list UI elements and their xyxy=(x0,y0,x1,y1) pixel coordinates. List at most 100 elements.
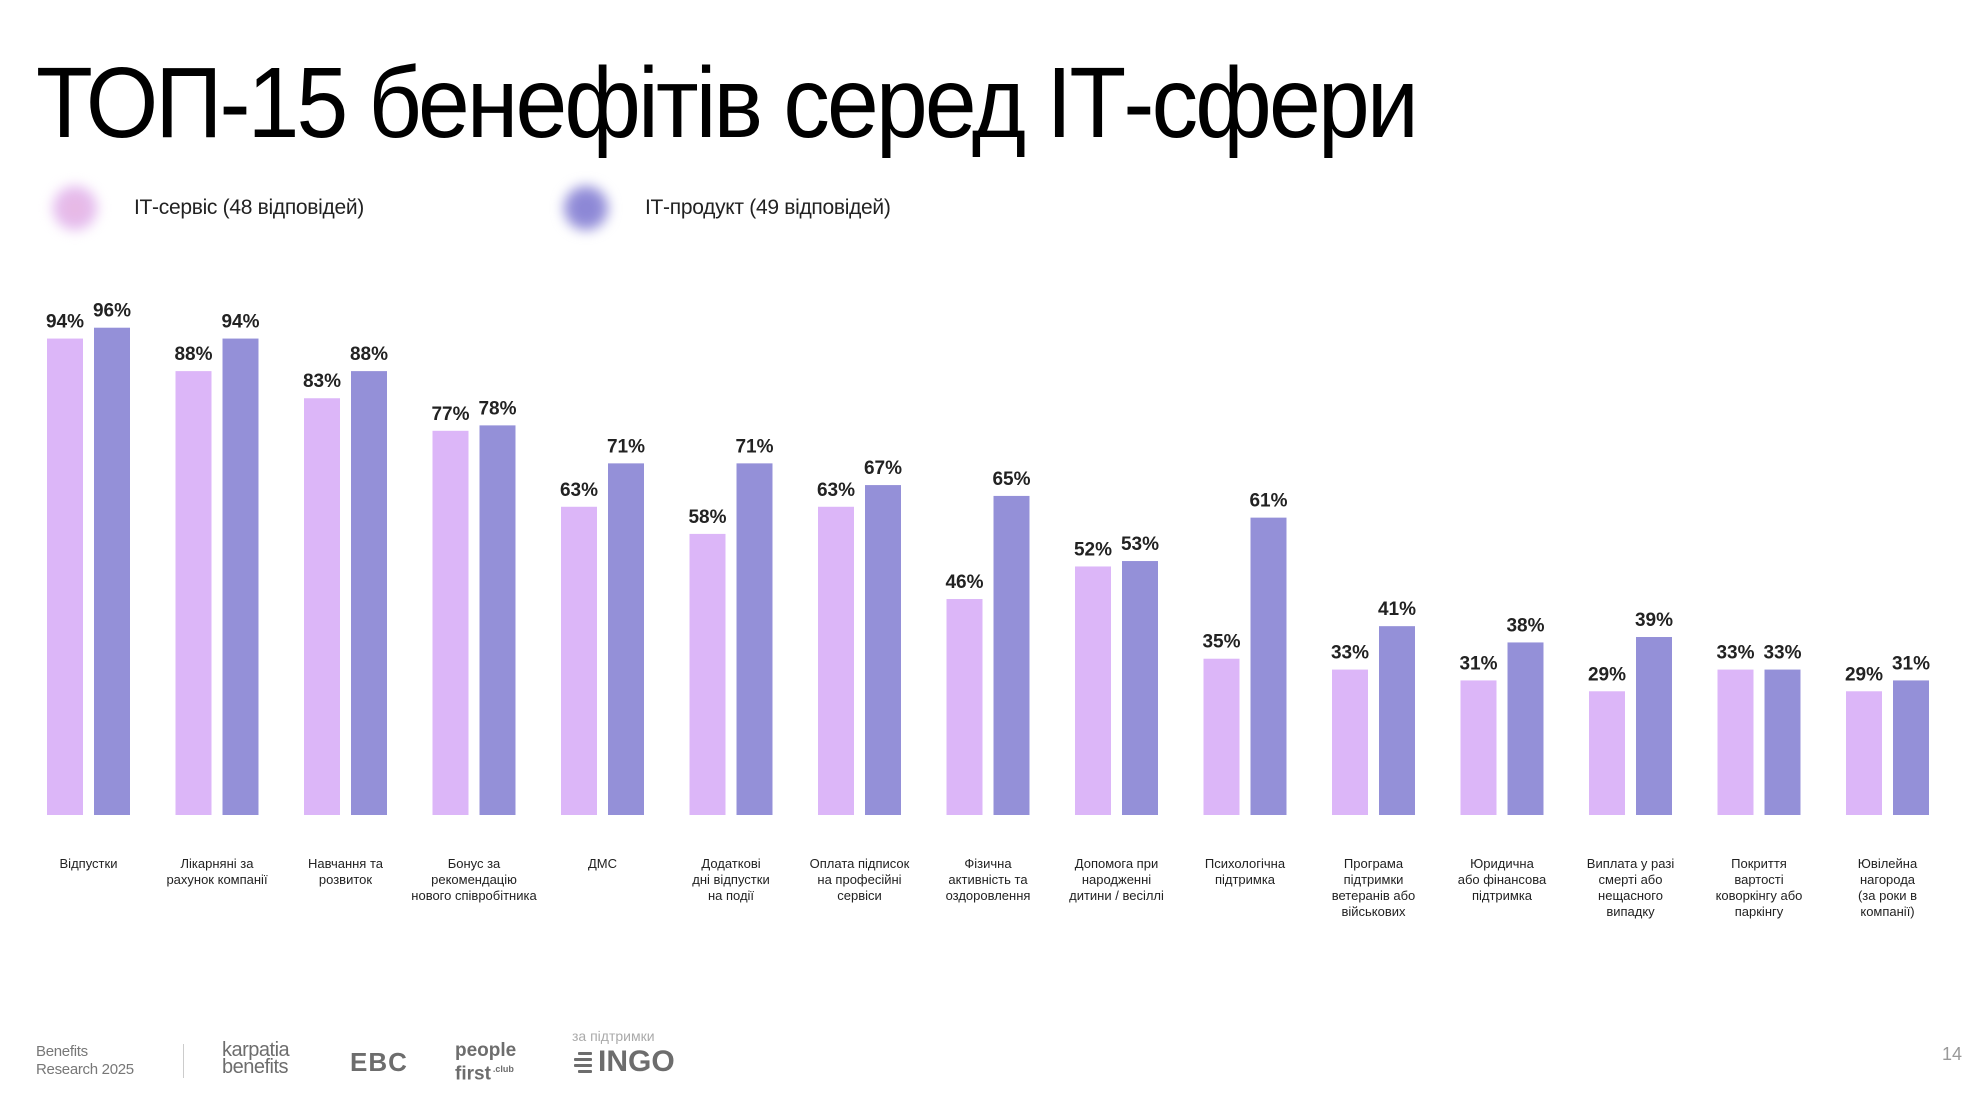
data-label: 39% xyxy=(1635,610,1673,631)
bar-group: 88% 94% xyxy=(174,312,260,815)
category-label: Навчання та розвиток xyxy=(308,856,383,887)
data-label: 33% xyxy=(1716,643,1754,664)
bar-it-product xyxy=(865,485,901,815)
category-label: ДМС xyxy=(587,856,618,871)
category-label: Відпустки xyxy=(59,856,118,871)
data-label: 94% xyxy=(46,312,84,333)
bar-group: 58% 71% xyxy=(688,436,774,815)
data-label: 96% xyxy=(93,301,131,322)
bar-it-product xyxy=(993,495,1030,815)
data-label: 33% xyxy=(1763,643,1801,664)
data-label: 35% xyxy=(1202,632,1240,653)
footer-divider xyxy=(183,1044,184,1078)
data-label: 63% xyxy=(817,480,855,501)
data-label: 29% xyxy=(1588,664,1626,685)
bar-it-service xyxy=(47,338,83,815)
data-label: 38% xyxy=(1506,615,1544,636)
data-label: 53% xyxy=(1121,534,1159,555)
data-label: 88% xyxy=(174,344,212,365)
category-label: Фізична активність та оздоровлення xyxy=(945,856,1031,903)
category-label: Ювілейна нагорода (за роки в компанії) xyxy=(1857,856,1918,919)
category-label: Лікарняні за рахунок компанії xyxy=(166,856,268,887)
page-number: 14 xyxy=(1942,1044,1963,1064)
bar-it-product xyxy=(1636,637,1672,815)
data-label: 61% xyxy=(1249,491,1287,512)
bar-it-product xyxy=(222,338,259,815)
bar-it-product xyxy=(1893,680,1929,815)
ingo-logo: INGO xyxy=(572,1047,675,1077)
people-first-logo-text: people first xyxy=(455,1040,517,1085)
bar-it-service xyxy=(1075,566,1111,815)
bar-it-service xyxy=(561,506,597,815)
data-label: 94% xyxy=(221,312,259,333)
data-label: 65% xyxy=(992,469,1030,490)
data-label: 78% xyxy=(478,398,516,419)
category-label: Програма підтримки ветеранів або військо… xyxy=(1331,856,1416,919)
bar-it-service xyxy=(946,599,983,815)
bar-it-product xyxy=(736,463,773,815)
legend-item-it-service: ІТ-сервіс (48 відповідей) xyxy=(52,185,364,231)
bar-group: 94% 96% xyxy=(46,301,131,815)
data-label: 67% xyxy=(864,458,902,479)
bar-it-product xyxy=(1122,561,1158,815)
bar-group: 35% 61% xyxy=(1202,491,1288,815)
bar-it-service xyxy=(1717,669,1754,815)
data-label: 88% xyxy=(350,344,388,365)
legend-swatch-purple-icon xyxy=(563,185,609,231)
category-label: Юридична або фінансова підтримка xyxy=(1457,856,1547,903)
bar-it-service xyxy=(432,430,469,815)
bar-group: 33% 41% xyxy=(1331,599,1416,815)
bar-group: 77% 78% xyxy=(431,398,517,815)
data-label: 71% xyxy=(735,436,773,457)
bar-group: 29% 39% xyxy=(1588,610,1673,815)
support-label: за підтримки xyxy=(572,1028,655,1044)
bar-it-product xyxy=(1250,517,1287,815)
people-first-logo-suffix: .club xyxy=(492,1064,514,1074)
data-label: 83% xyxy=(303,371,341,392)
bar-group: 31% 38% xyxy=(1459,615,1545,815)
data-label: 77% xyxy=(431,404,469,425)
data-label: 52% xyxy=(1074,539,1112,560)
bar-group: 29% 31% xyxy=(1845,653,1930,815)
category-label: Психологічна підтримка xyxy=(1204,856,1286,887)
data-label: 31% xyxy=(1459,653,1497,674)
legend-label-it-service: ІТ-сервіс (48 відповідей) xyxy=(134,196,364,219)
bar-it-service xyxy=(689,533,726,815)
category-label: Оплата підписок на професійні сервіси xyxy=(809,856,910,903)
data-label: 63% xyxy=(560,480,598,501)
karpatia-benefits-logo: karpatia benefits xyxy=(222,1039,290,1078)
bar-it-product xyxy=(479,425,516,815)
bar-group: 63% 67% xyxy=(817,458,902,815)
bar-group: 83% 88% xyxy=(303,344,388,815)
data-label: 29% xyxy=(1845,664,1883,685)
bar-it-product xyxy=(94,327,130,815)
bar-it-service xyxy=(1589,691,1625,815)
category-label: Виплата у разі смерті або нещасного випа… xyxy=(1586,856,1675,919)
category-label: Бонус за рекомендацію нового співробітни… xyxy=(411,856,537,903)
page-title: ТОП-15 бенефітів серед ІТ-сфери xyxy=(36,47,1419,159)
legend-swatch-pink-icon xyxy=(52,185,98,231)
bar-group: 52% 53% xyxy=(1074,534,1159,815)
bar-it-service xyxy=(304,398,340,815)
bar-group: 63% 71% xyxy=(560,436,645,815)
ingo-logo-text: INGO xyxy=(598,1045,675,1078)
bar-it-service xyxy=(1203,658,1240,815)
footer-report-title: Benefits Research 2025 xyxy=(36,1043,134,1078)
bar-it-product xyxy=(1379,626,1415,815)
data-label: 58% xyxy=(688,507,726,528)
people-first-club-logo: people first .club xyxy=(455,1040,517,1085)
data-label: 71% xyxy=(607,436,645,457)
category-label: Додаткові дні відпустки на події xyxy=(692,856,770,903)
bar-it-service xyxy=(175,371,212,815)
data-label: 33% xyxy=(1331,643,1369,664)
bar-group: 33% 33% xyxy=(1716,643,1802,815)
bar-it-service xyxy=(1846,691,1882,815)
bar-it-product xyxy=(1764,669,1801,815)
bar-it-product xyxy=(1507,642,1544,815)
ingo-mark-icon xyxy=(572,1051,592,1073)
bar-it-product xyxy=(608,463,644,815)
category-label: Допомога при народженні дитини / весіллі xyxy=(1069,856,1164,903)
legend-label-it-product: ІТ-продукт (49 відповідей) xyxy=(645,196,891,219)
bar-it-service xyxy=(1332,669,1368,815)
bar-it-service xyxy=(818,506,854,815)
